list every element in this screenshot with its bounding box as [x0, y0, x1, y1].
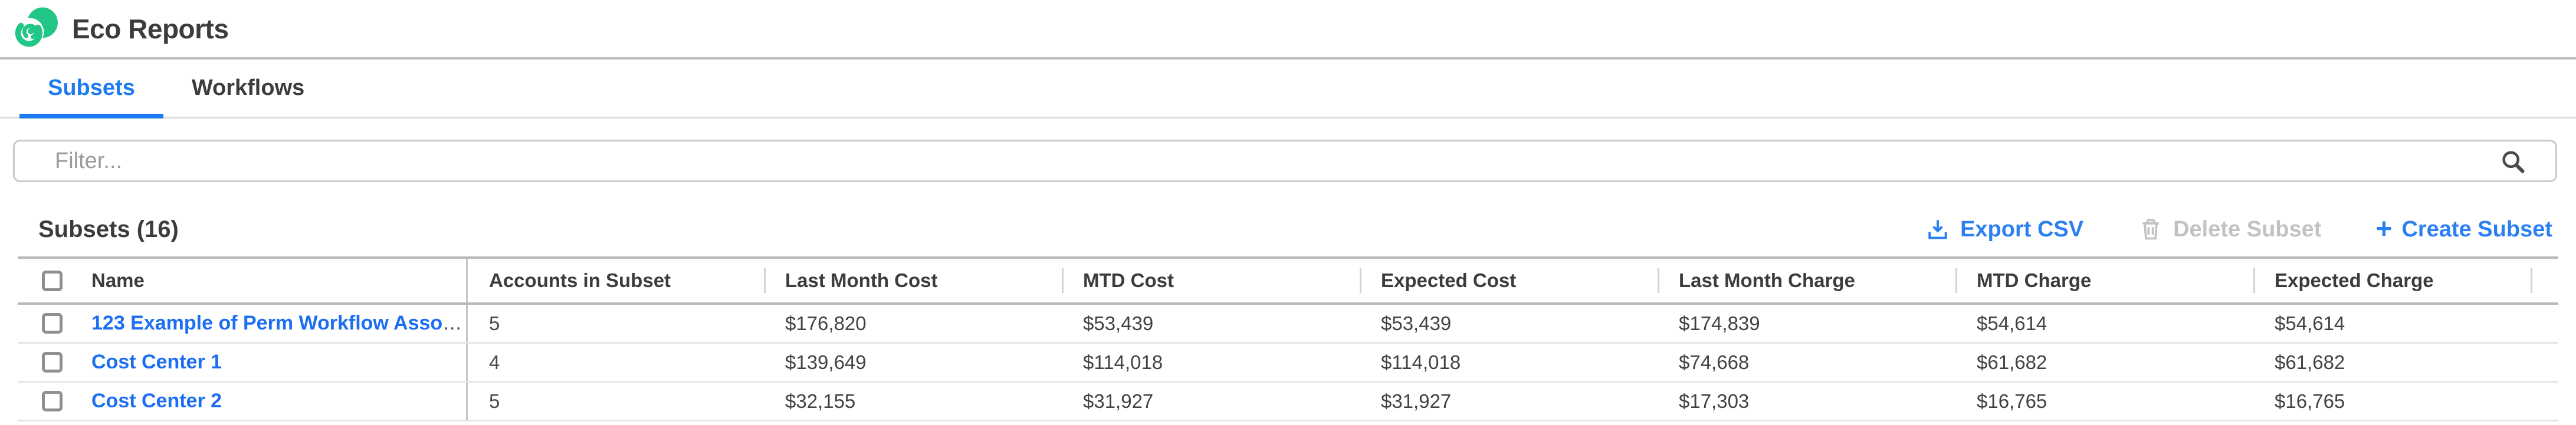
- expected-cost-cell: $31,927: [1381, 390, 1452, 412]
- search-icon[interactable]: [2499, 148, 2526, 175]
- column-header-name: Name: [91, 269, 145, 291]
- subset-name-link[interactable]: Cost Center 1: [91, 351, 222, 373]
- last-month-cost-cell: $32,155: [785, 390, 856, 412]
- create-subset-button[interactable]: + Create Subset: [2375, 215, 2552, 243]
- app-header: Eco Reports: [0, 0, 2576, 60]
- table-row: Cost Center 1 4 $139,649 $114,018 $114,0…: [18, 344, 2558, 383]
- row-checkbox-cell: [18, 305, 91, 342]
- filter-bar: [13, 140, 2557, 182]
- subset-name-link[interactable]: 123 Example of Perm Workflow Association: [91, 312, 466, 334]
- mtd-cost-cell: $114,018: [1083, 351, 1163, 373]
- last-month-charge-cell: $74,668: [1679, 351, 1750, 373]
- column-header-expected-charge: Expected Charge: [2253, 259, 2558, 302]
- column-header-mtd-charge: MTD Charge: [1955, 259, 2253, 302]
- expected-cost-cell: $114,018: [1381, 351, 1461, 373]
- expected-charge-cell: $54,614: [2275, 312, 2345, 334]
- tab-subsets[interactable]: Subsets: [19, 60, 163, 118]
- mtd-charge-cell: $61,682: [1977, 351, 2047, 373]
- select-all-checkbox[interactable]: [42, 270, 63, 291]
- mtd-cost-cell: $53,439: [1083, 312, 1154, 334]
- page-title: Eco Reports: [72, 13, 229, 44]
- row-checkbox[interactable]: [42, 352, 63, 373]
- accounts-in-subset-cell: 5: [466, 305, 764, 342]
- subsets-table: Name Accounts in Subset Last Month Cost …: [18, 256, 2558, 421]
- last-month-charge-cell: $174,839: [1679, 312, 1760, 334]
- eco-logo-icon: [15, 7, 58, 47]
- subset-name-cell: 123 Example of Perm Workflow Association: [91, 312, 466, 335]
- row-checkbox[interactable]: [42, 313, 63, 334]
- row-checkbox-cell: [18, 344, 91, 381]
- last-month-charge-cell: $17,303: [1679, 390, 1750, 412]
- mtd-charge-cell: $16,765: [1977, 390, 2047, 412]
- subset-name-cell: Cost Center 2: [91, 390, 466, 413]
- subsets-toolbar: Subsets (16) Export CSV Delete Subset + …: [38, 215, 2552, 243]
- column-header-mtd-cost: MTD Cost: [1062, 259, 1360, 302]
- accounts-in-subset-cell: 4: [466, 344, 764, 381]
- subsets-count-heading: Subsets (16): [38, 216, 179, 242]
- accounts-in-subset-cell: 5: [466, 383, 764, 420]
- mtd-charge-cell: $54,614: [1977, 312, 2047, 334]
- download-icon: [1928, 220, 1947, 239]
- subset-name-link[interactable]: Cost Center 2: [91, 390, 222, 412]
- expected-charge-cell: $16,765: [2275, 390, 2345, 412]
- select-all-cell: [18, 259, 91, 302]
- export-csv-button[interactable]: Export CSV: [1925, 216, 2083, 242]
- table-row: Cost Center 2 5 $32,155 $31,927 $31,927 …: [18, 383, 2558, 421]
- expected-charge-cell: $61,682: [2275, 351, 2345, 373]
- last-month-cost-cell: $176,820: [785, 312, 867, 334]
- expected-cost-cell: $53,439: [1381, 312, 1452, 334]
- delete-subset-label: Delete Subset: [2173, 216, 2322, 242]
- export-csv-label: Export CSV: [1960, 216, 2084, 242]
- table-row: 123 Example of Perm Workflow Association…: [18, 305, 2558, 344]
- mtd-cost-cell: $31,927: [1083, 390, 1154, 412]
- tab-workflows[interactable]: Workflows: [191, 75, 305, 100]
- trash-icon: [2142, 219, 2159, 240]
- tabs-bar: Subsets Workflows: [0, 60, 2576, 118]
- table-header-row: Name Accounts in Subset Last Month Cost …: [18, 259, 2558, 305]
- plus-icon: +: [2375, 213, 2393, 245]
- filter-input[interactable]: [13, 140, 2557, 182]
- last-month-cost-cell: $139,649: [785, 351, 867, 373]
- row-checkbox-cell: [18, 383, 91, 420]
- column-header-accounts-in-subset: Accounts in Subset: [466, 259, 764, 302]
- delete-subset-button[interactable]: Delete Subset: [2138, 216, 2321, 242]
- subset-name-cell: Cost Center 1: [91, 351, 466, 374]
- create-subset-label: Create Subset: [2401, 216, 2552, 242]
- column-header-last-month-cost: Last Month Cost: [764, 259, 1062, 302]
- column-header-expected-cost: Expected Cost: [1360, 259, 1658, 302]
- row-checkbox[interactable]: [42, 391, 63, 411]
- toolbar-actions: Export CSV Delete Subset + Create Subset: [1925, 215, 2552, 243]
- column-header-last-month-charge: Last Month Charge: [1658, 259, 1955, 302]
